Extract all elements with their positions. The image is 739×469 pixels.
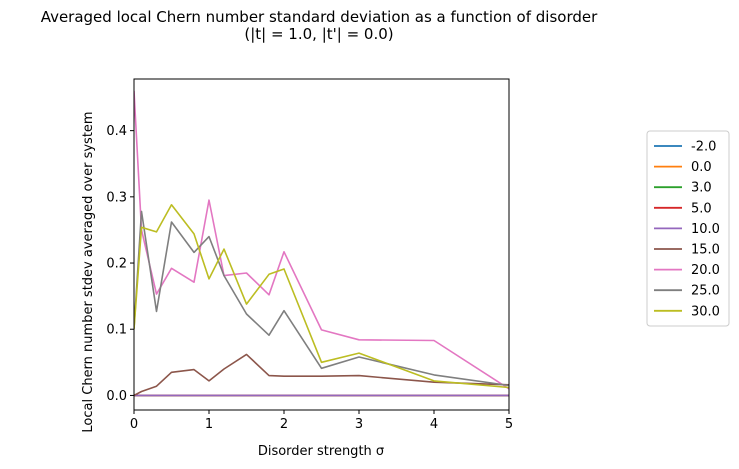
legend-label: 30.0 [691, 304, 720, 319]
series-line-5 [134, 353, 509, 397]
legend: -2.0 0.0 3.0 5.0 10.0 15.0 20.0 25.0 30.0 [646, 130, 730, 327]
y-tick-label: 0.2 [106, 257, 127, 272]
chart-subtitle: (|t| = 1.0, |t'| = 0.0) [244, 25, 393, 43]
legend-label: -2.0 [691, 140, 716, 155]
series-line-6 [134, 90, 509, 390]
legend-label: 20.0 [691, 263, 720, 278]
y-tick-label: 0.0 [106, 389, 127, 404]
legend-label: 25.0 [691, 284, 720, 299]
legend-box [646, 130, 730, 327]
y-tick-label: 0.3 [106, 190, 127, 205]
x-axis-label: Disorder strength σ [258, 444, 384, 459]
legend-label: 10.0 [691, 222, 720, 237]
legend-label: 3.0 [691, 181, 712, 196]
y-tick-label: 0.4 [106, 124, 127, 139]
series-layer [134, 90, 509, 397]
y-axis-label: Local Chern number stdev averaged over s… [81, 111, 96, 432]
chart-title: Averaged local Chern number standard dev… [41, 8, 598, 26]
series-line-8 [134, 204, 509, 389]
legend-label: 0.0 [691, 160, 712, 175]
legend-label: 15.0 [691, 243, 720, 258]
plot-frame [133, 78, 510, 411]
x-tick-label: 4 [430, 417, 438, 432]
series-line-7 [134, 210, 509, 387]
legend-label: 5.0 [691, 201, 712, 216]
y-axis-ticks: 0.0 0.1 0.2 0.3 0.4 [106, 124, 134, 404]
x-tick-label: 3 [355, 417, 363, 432]
x-tick-label: 2 [280, 417, 288, 432]
x-tick-label: 0 [130, 417, 138, 432]
x-tick-label: 5 [505, 417, 513, 432]
x-tick-label: 1 [205, 417, 213, 432]
x-axis-ticks: 0 1 2 3 4 5 [130, 410, 513, 432]
y-tick-label: 0.1 [106, 323, 127, 338]
